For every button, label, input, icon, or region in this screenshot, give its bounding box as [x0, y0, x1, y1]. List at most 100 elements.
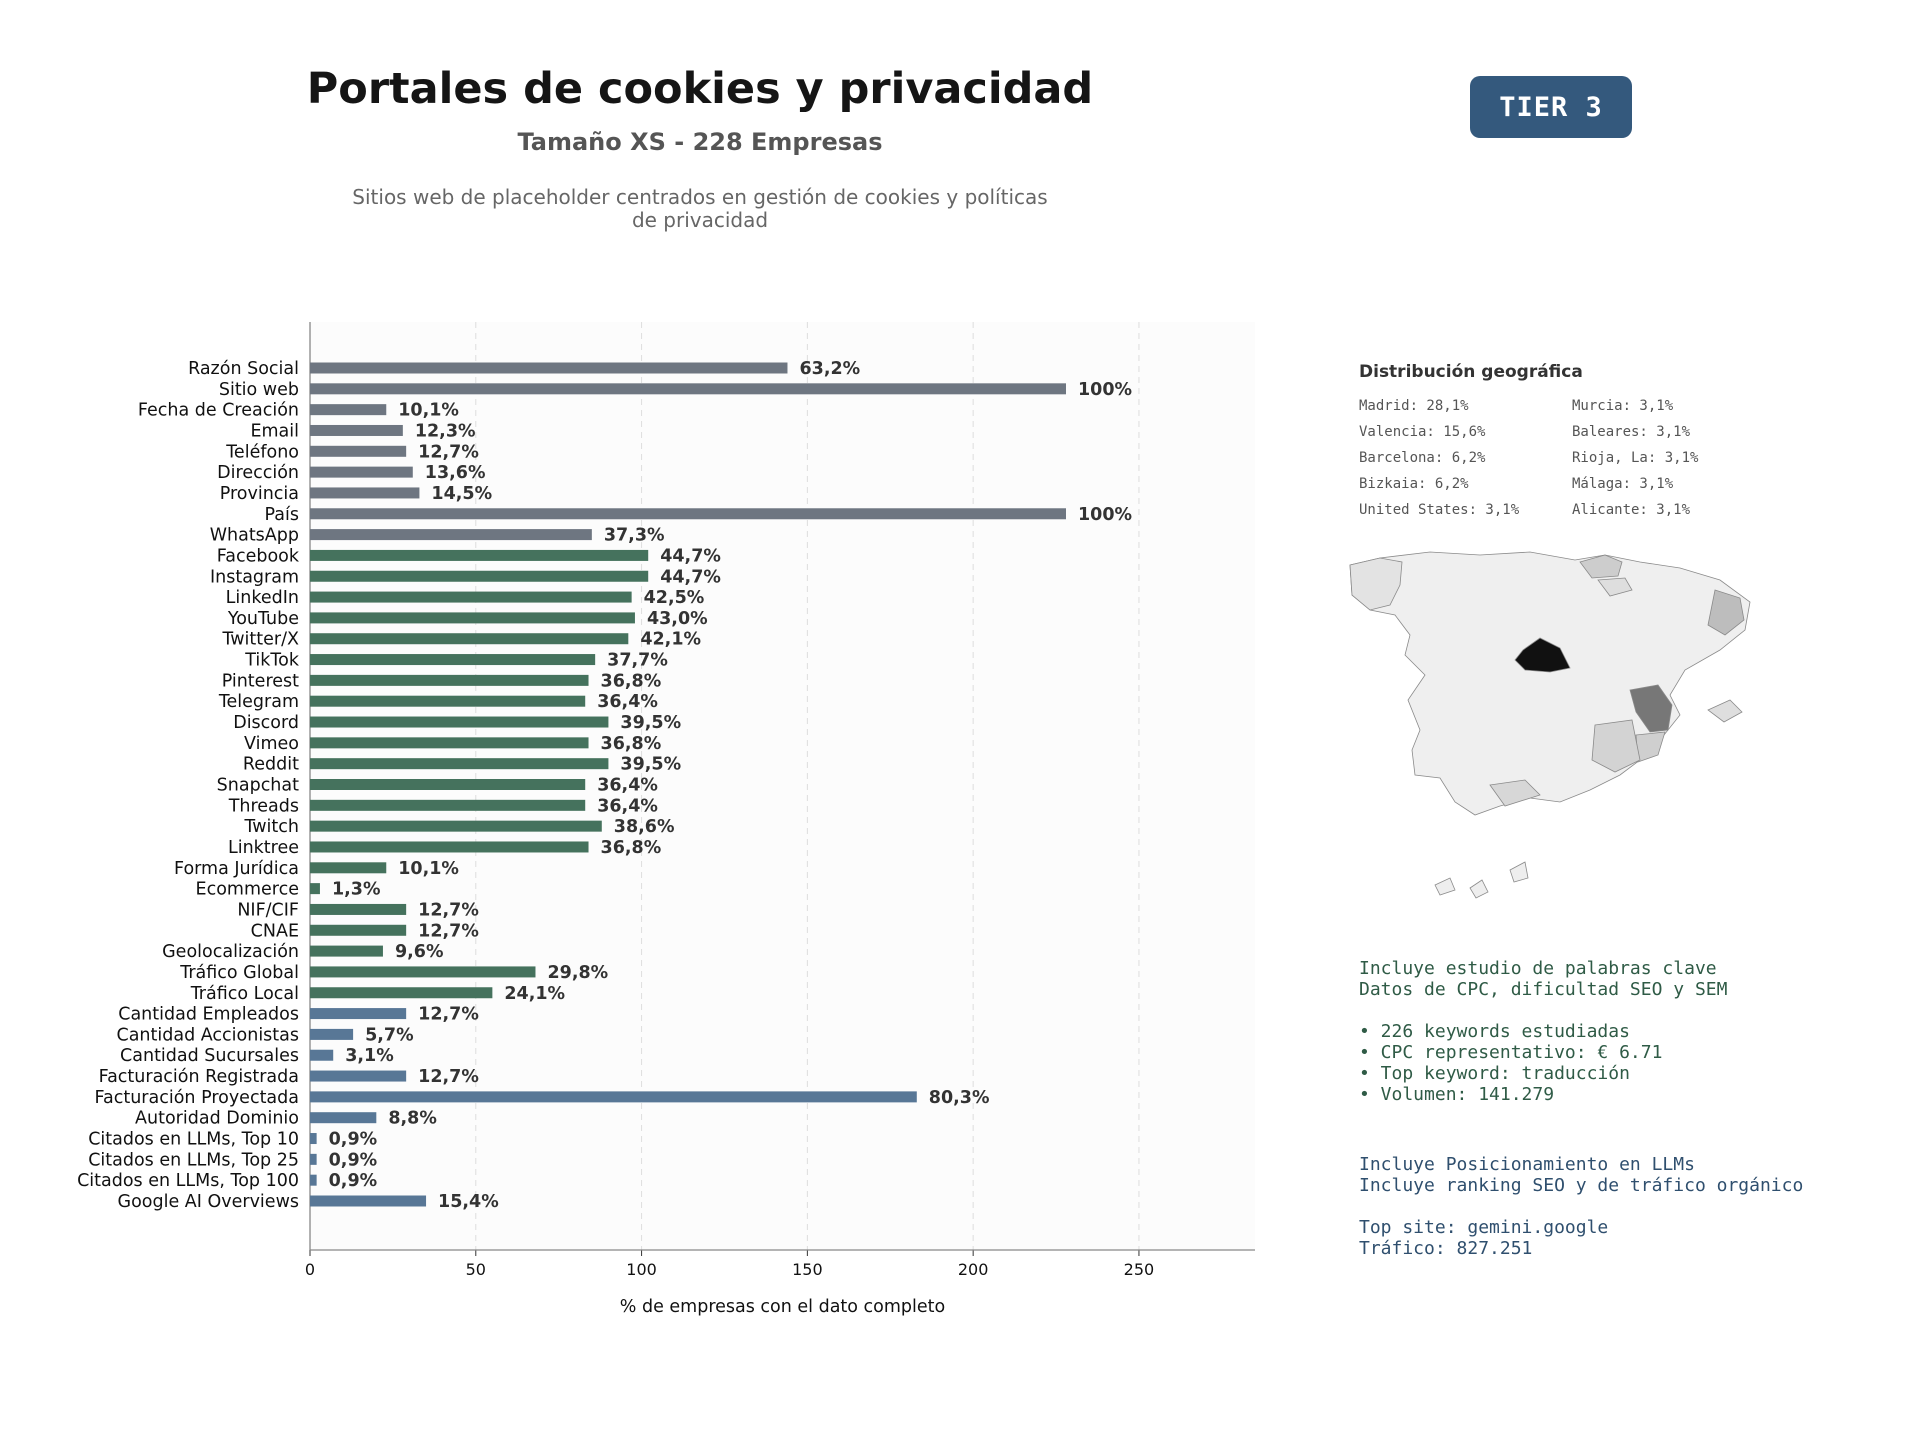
data-label: 36,8% [601, 671, 662, 691]
data-label: 39,5% [620, 755, 681, 775]
bar [310, 1153, 317, 1165]
category-label: Facturación Registrada [99, 1067, 299, 1087]
category-label: Instagram [210, 567, 299, 587]
data-label: 36,4% [597, 776, 658, 796]
x-tick-label: 150 [792, 1260, 823, 1279]
category-label: Telegram [218, 692, 299, 712]
category-label: Provincia [220, 484, 299, 504]
bar [310, 1091, 917, 1103]
bar [310, 945, 383, 957]
geo-item: Bizkaia: 6,2% [1359, 476, 1469, 492]
bar [310, 674, 589, 686]
bar-chart: 0 50 100 150 200 250 Razón Social 63,2% Sitio we… [77, 322, 1255, 1317]
bar [310, 404, 387, 416]
data-label: 0,9% [329, 1130, 378, 1150]
category-label: Sitio web [219, 380, 299, 400]
category-label: Cantidad Empleados [118, 1005, 299, 1025]
bar [310, 529, 592, 541]
category-label: Dirección [217, 463, 299, 483]
bar [310, 695, 586, 707]
category-label: Threads [228, 796, 299, 816]
bar [310, 903, 407, 915]
category-label: Vimeo [244, 734, 299, 754]
data-label: 12,7% [418, 1067, 479, 1087]
data-label: 36,8% [601, 734, 662, 754]
category-label: LinkedIn [226, 588, 299, 608]
bar [310, 779, 586, 790]
data-label: 36,4% [597, 796, 658, 816]
category-label: Facturación Proyectada [95, 1088, 299, 1108]
data-label: 0,9% [329, 1150, 378, 1170]
bar [310, 862, 387, 874]
map-region-madrid [1514, 637, 1571, 673]
category-label: Twitch [243, 817, 299, 837]
data-label: 38,6% [614, 817, 675, 837]
bar [310, 445, 407, 457]
page-title: Portales de cookies y privacidad [306, 64, 1094, 114]
geo-item: Baleares: 3,1% [1572, 424, 1691, 440]
data-label: 24,1% [504, 984, 565, 1004]
data-label: 8,8% [388, 1109, 437, 1129]
geo-item: Barcelona: 6,2% [1359, 450, 1486, 466]
data-label: 12,7% [418, 900, 479, 920]
data-label: 37,7% [607, 651, 668, 671]
bar [310, 1112, 377, 1124]
keywords-heading: Incluye estudio de palabras clave Datos … [1359, 958, 1728, 1000]
x-tick-label: 50 [466, 1260, 486, 1279]
bar [310, 820, 602, 832]
bar [310, 1028, 354, 1040]
bar [310, 966, 536, 978]
data-label: 15,4% [438, 1192, 499, 1212]
category-label: Google AI Overviews [118, 1192, 299, 1212]
data-label: 12,7% [418, 1005, 479, 1025]
geo-item: Málaga: 3,1% [1572, 476, 1674, 492]
map-region-alicante [1635, 731, 1666, 763]
bar [310, 466, 413, 478]
geo-item: Murcia: 3,1% [1572, 398, 1674, 414]
data-label: 44,7% [660, 546, 721, 566]
bar [310, 737, 589, 749]
tier-badge: TIER 3 [1470, 76, 1632, 138]
data-label: 43,0% [647, 609, 708, 629]
category-label: Razón Social [188, 359, 299, 379]
map-region-murcia [1591, 719, 1641, 773]
category-label: Ecommerce [196, 880, 299, 900]
category-label: Facebook [217, 546, 300, 566]
geo-item: United States: 3,1% [1359, 502, 1520, 518]
data-label: 63,2% [799, 359, 860, 379]
page-subtitle: Tamaño XS - 228 Empresas [517, 128, 883, 156]
data-label: 3,1% [345, 1046, 394, 1066]
category-label: Linktree [228, 838, 299, 858]
data-label: 10,1% [398, 859, 459, 879]
bar [310, 633, 629, 645]
spain-map [1349, 551, 1751, 899]
x-axis-title: % de empresas con el dato completo [620, 1297, 945, 1317]
x-tick-label: 200 [958, 1260, 989, 1279]
category-label: TikTok [244, 651, 300, 671]
bar [310, 549, 649, 561]
category-label: Email [250, 421, 299, 441]
category-label: Discord [233, 713, 299, 733]
map-iberia [1349, 551, 1751, 816]
data-label: 9,6% [395, 942, 444, 962]
bar [310, 1133, 317, 1145]
bar [310, 924, 407, 936]
data-label: 0,9% [329, 1171, 378, 1191]
map-region-rioja [1597, 577, 1633, 597]
data-label: 12,7% [418, 442, 479, 462]
category-label: Cantidad Accionistas [116, 1025, 299, 1045]
data-label: 37,3% [604, 526, 665, 546]
data-label: 10,1% [398, 401, 459, 421]
data-label: 12,7% [418, 921, 479, 941]
bar [310, 508, 1066, 520]
map-baleares [1707, 699, 1743, 723]
data-label: 13,6% [425, 463, 486, 483]
bar [310, 987, 493, 999]
bar [310, 1049, 334, 1061]
category-label: Tráfico Local [190, 984, 299, 1004]
map-region-bizkaia [1579, 554, 1623, 579]
geo-item: Valencia: 15,6% [1359, 424, 1486, 440]
bar [310, 716, 609, 728]
bar [310, 799, 586, 811]
category-label: Cantidad Sucursales [120, 1046, 299, 1066]
